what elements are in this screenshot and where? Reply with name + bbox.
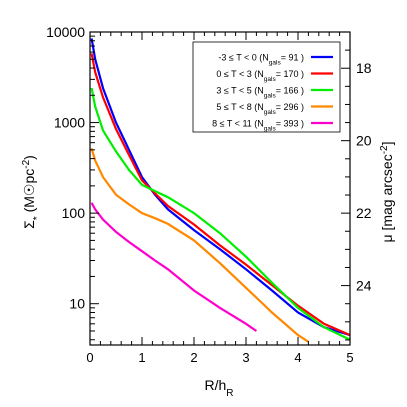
legend: -3 ≤ T < 0 (Ngals= 91 ) 0 ≤ T < 3 (Ngals=… <box>192 41 341 133</box>
legend-label-2: 0 ≤ T < 3 (Ngals= 170 ) <box>216 69 304 83</box>
y-tick-label: 10000 <box>46 24 85 40</box>
right-tick-label: 18 <box>356 60 372 76</box>
series-layer <box>90 38 350 343</box>
y-tick-label: 1000 <box>54 115 85 131</box>
series-line-3 <box>90 87 350 341</box>
axes-layer: 0 1 2 3 4 5 10 100 1000 10000 18 20 22 24 <box>46 24 372 365</box>
legend-label-5: 8 ≤ T < 11 (Ngals= 393 ) <box>212 119 304 133</box>
legend-label-4: 5 ≤ T < 8 (Ngals= 296 ) <box>216 102 304 116</box>
x-tick-label: 2 <box>190 350 197 365</box>
legend-label-3: 3 ≤ T < 5 (Ngals= 166 ) <box>216 86 304 100</box>
right-tick-label: 24 <box>356 278 372 294</box>
plot-frame <box>89 31 351 346</box>
series-line-4 <box>90 147 309 343</box>
y-axis-right-label: μ [mag arcsec-2] <box>379 141 396 242</box>
right-tick-label: 20 <box>356 133 372 149</box>
x-tick-label: 1 <box>138 350 145 365</box>
x-tick-label: 3 <box>242 350 249 365</box>
x-tick-label: 4 <box>294 350 301 365</box>
y-axis-left-label: Σ* (M☉pc-2) <box>21 155 43 229</box>
series-line-1 <box>90 38 350 337</box>
y-tick-label: 100 <box>62 205 86 221</box>
x-tick-label: 5 <box>346 350 353 365</box>
x-axis-label: R/hR <box>204 377 233 399</box>
legend-label-1: -3 ≤ T < 0 (Ngals= 91 ) <box>218 53 304 67</box>
right-tick-label: 22 <box>356 205 372 221</box>
x-tick-label: 0 <box>86 350 93 365</box>
series-line-5 <box>90 202 258 332</box>
y-tick-label: 10 <box>69 296 85 312</box>
